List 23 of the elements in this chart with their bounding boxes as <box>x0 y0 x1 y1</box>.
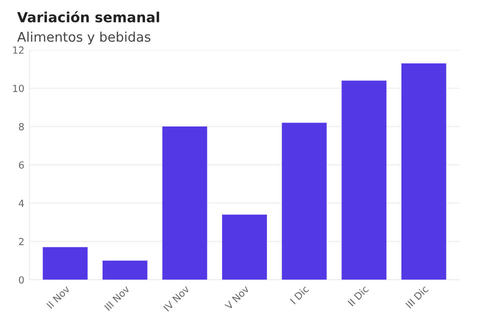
x-tick-label: III Nov <box>104 285 130 311</box>
x-tick-label: III Dic <box>405 285 429 308</box>
chart-subtitle: Alimentos y bebidas <box>17 32 150 44</box>
bar <box>102 260 148 280</box>
chart-title: Variación semanal <box>17 11 160 22</box>
x-tick-label: II Nov <box>46 285 70 309</box>
x-tick-label: V Nov <box>224 285 250 310</box>
bar <box>282 122 327 280</box>
y-tick-label: 12 <box>13 46 24 54</box>
bar <box>401 63 446 280</box>
bar <box>42 247 88 280</box>
x-tick-label: II Dic <box>347 285 369 306</box>
y-tick-label: 6 <box>18 161 24 169</box>
bar <box>342 80 386 280</box>
y-tick-label: 8 <box>18 123 24 130</box>
bar <box>162 126 208 280</box>
y-tick-label: 2 <box>19 238 24 246</box>
y-tick-label: 0 <box>18 276 24 284</box>
bar <box>222 214 267 280</box>
y-tick-label: 4 <box>18 200 24 207</box>
y-tick-label: 10 <box>13 84 24 92</box>
x-tick-label: IV Nov <box>163 285 190 312</box>
x-tick-label: I Dic <box>290 285 310 304</box>
